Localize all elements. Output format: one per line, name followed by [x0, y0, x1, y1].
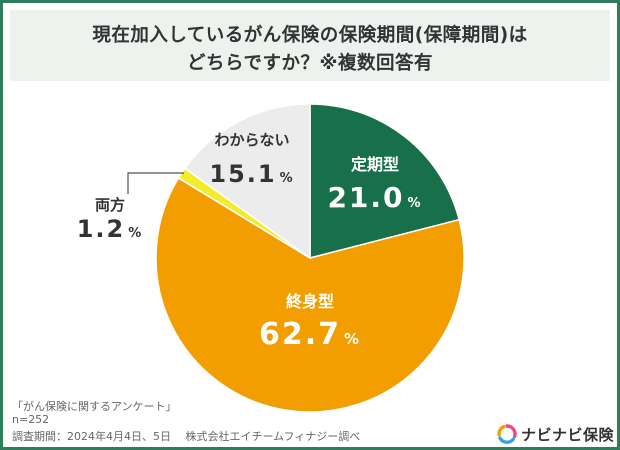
slice-label-2: 終身型: [286, 292, 334, 311]
title-box: 現在加入しているがん保険の保険期間(保障期間)は どちらですか？※複数回答有: [10, 10, 610, 81]
brand-logo: ナビナビ保険: [497, 423, 614, 445]
slice-value-3: 1.2%: [77, 215, 144, 243]
pie-slice-4: [183, 103, 311, 260]
leader-line-both: [127, 172, 184, 194]
slice-label-4: わからない: [214, 131, 289, 149]
pie-slice-2: [155, 176, 465, 413]
sample-size: n=252: [12, 413, 50, 426]
logo-text: ナビナビ保険: [521, 425, 615, 444]
chart-title-line-1: 現在加入しているがん保険の保険期間(保障期間)は: [92, 25, 528, 46]
slice-label-3: 両方: [95, 196, 125, 214]
logo-mark-icon: [497, 424, 517, 444]
pie-slice-1: [309, 103, 461, 259]
survey-name: 「がん保険に関するアンケート」: [12, 400, 177, 413]
survey-period: 調査期間：2024年4月4日、5日 株式会社エイチームフィナジー調べ: [12, 430, 361, 443]
slice-label-1: 定期型: [350, 155, 399, 174]
chart-title-line-2: どちらですか？※複数回答有: [187, 53, 433, 74]
